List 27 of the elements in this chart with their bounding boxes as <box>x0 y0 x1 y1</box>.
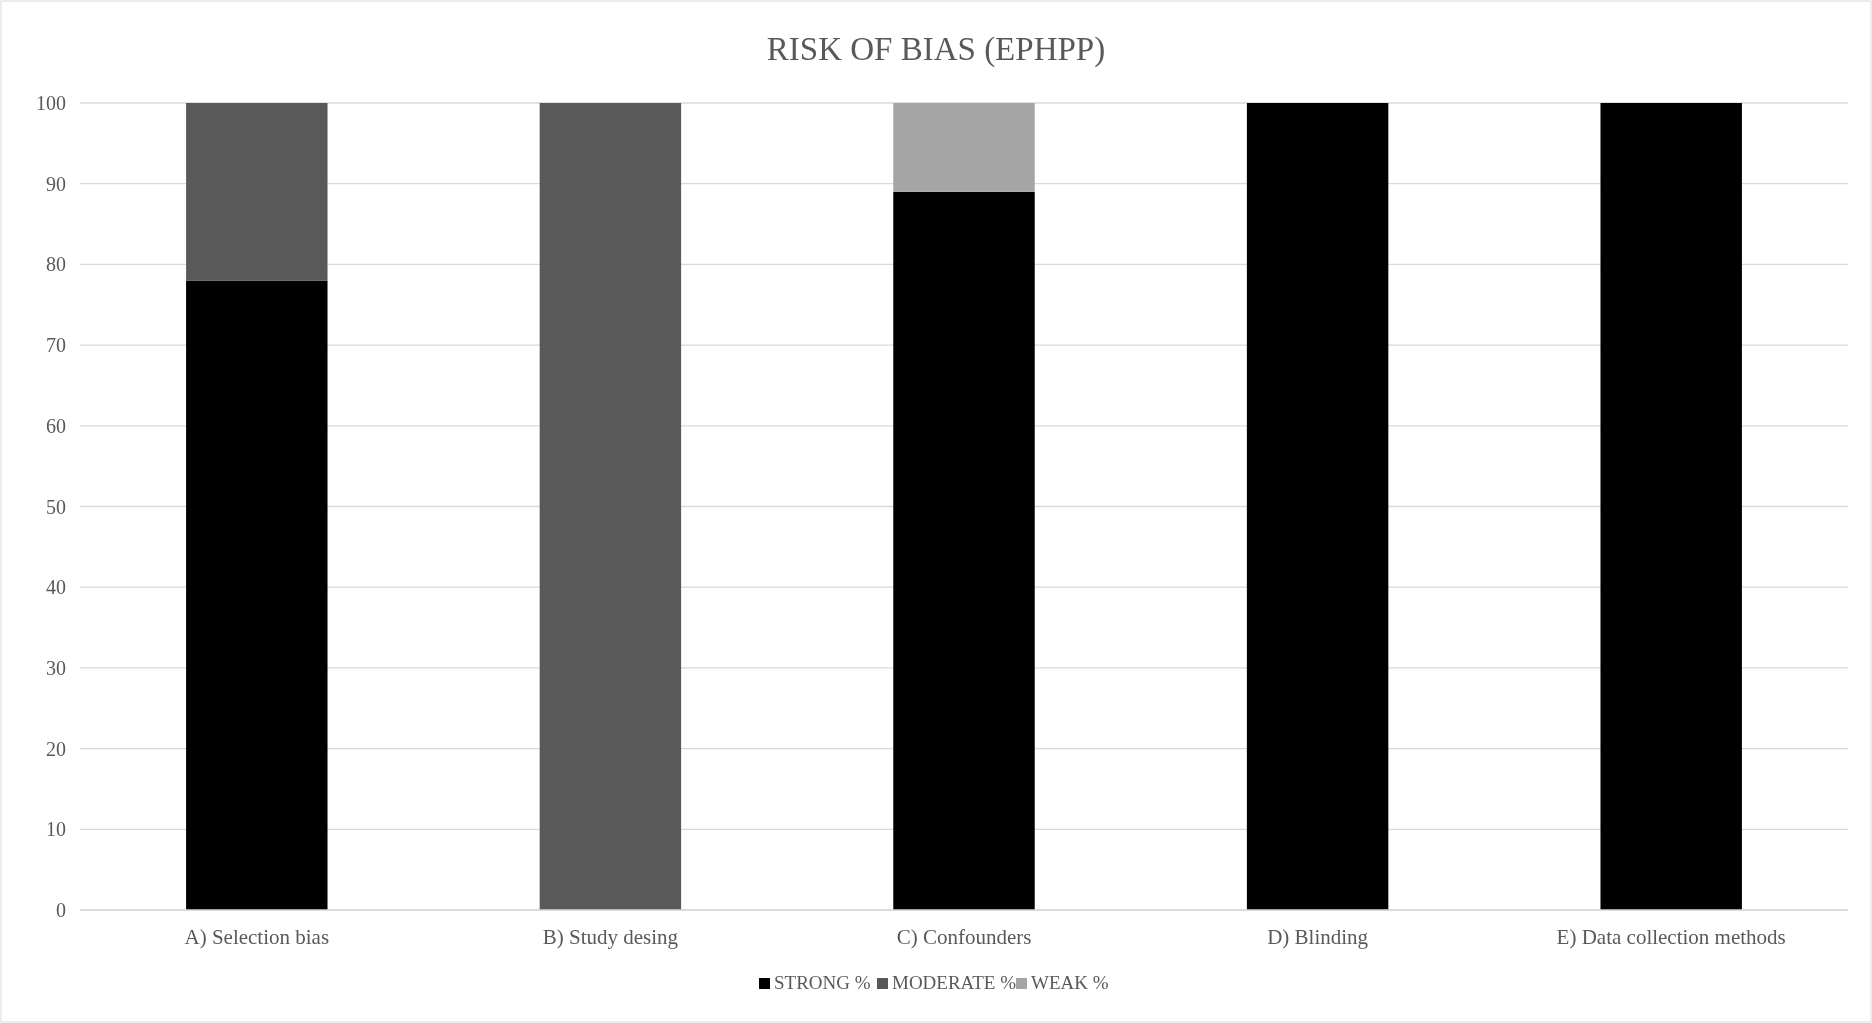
bar <box>1246 103 1389 910</box>
bar <box>186 103 328 281</box>
legend-label: MODERATE % <box>892 972 1017 993</box>
bar <box>893 103 1035 192</box>
x-tick-label: B) Study desing <box>542 925 679 949</box>
y-tick-label: 20 <box>46 737 66 760</box>
chart-title: RISK OF BIAS (EPHPP) <box>766 31 1106 68</box>
legend-label: WEAK % <box>1031 972 1109 993</box>
y-tick-label: 90 <box>46 172 66 195</box>
y-tick-label: 100 <box>36 92 66 114</box>
y-tick-label: 70 <box>46 334 66 357</box>
bar <box>1600 103 1742 910</box>
y-tick-label: 0 <box>56 899 66 921</box>
legend-label: STRONG % <box>774 972 871 993</box>
bar <box>186 280 328 910</box>
x-tick-label: D) Blinding <box>1267 925 1369 949</box>
y-tick-label: 30 <box>46 656 66 679</box>
y-tick-label: 50 <box>46 495 66 518</box>
y-tick-label: 40 <box>46 576 66 599</box>
x-tick-label: C) Confounders <box>896 925 1032 949</box>
y-tick-label: 80 <box>46 253 66 276</box>
bar <box>539 103 682 910</box>
x-tick-label: A) Selection bias <box>184 925 330 949</box>
y-tick-label: 10 <box>46 818 66 841</box>
x-tick-label: E) Data collection methods <box>1556 925 1786 949</box>
y-tick-label: 60 <box>46 414 66 437</box>
bar <box>893 191 1035 910</box>
